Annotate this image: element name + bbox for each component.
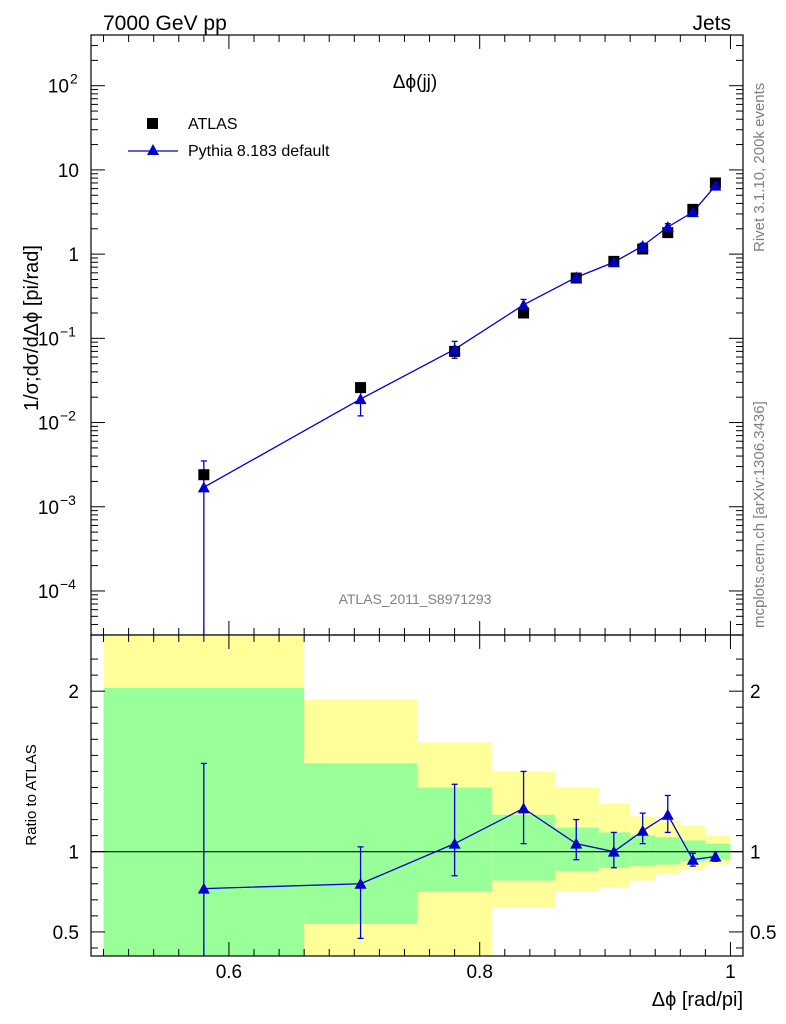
ratio-y-tick-label-left: 0.5 [53, 923, 79, 944]
main-y-tick-label: 10 [38, 329, 59, 350]
pythia-data-point [354, 393, 367, 405]
main-y-axis-label: 1/σ;dσ/dΔϕ [pi/rad] [21, 245, 43, 411]
ratio-y-tick-label-left: 1 [68, 843, 79, 864]
ratio-y-axis-label: Ratio to ATLAS [23, 744, 40, 845]
x-tick-label: 1 [725, 962, 736, 983]
pythia-data-point [570, 271, 583, 283]
ratio-y-tick-label-right: 0.5 [750, 923, 776, 944]
ratio-data-point [607, 845, 620, 857]
main-y-tick-label: 10 [58, 161, 79, 182]
main-y-tick-label: 10 [38, 582, 59, 603]
ratio-data-point [517, 802, 530, 814]
main-y-tick-exponent: −1 [60, 323, 76, 339]
main-y-tick-label: 1 [68, 245, 79, 266]
ratio-data-point [197, 882, 210, 894]
rivet-info-label: Rivet 3.1.10, 200k events [751, 83, 768, 252]
ratio-y-tick-label-right: 1 [750, 843, 761, 864]
ratio-data-point [661, 808, 674, 820]
pythia-data-point [517, 298, 530, 310]
ratio-y-tick-label-right: 2 [750, 682, 761, 703]
ratio-plot-area [91, 635, 743, 956]
x-tick-label: 0.6 [216, 962, 242, 983]
header-right-label: Jets [692, 12, 731, 35]
analysis-label: ATLAS_2011_S8971293 [339, 591, 492, 607]
ratio-y-tick-label-left: 2 [68, 682, 79, 703]
pythia-data-point [448, 343, 461, 355]
x-axis-label: Δϕ [rad/pi] [652, 989, 743, 1011]
atlas-data-point [662, 227, 674, 239]
ratio-data-point [354, 877, 367, 889]
legend-atlas-label: ATLAS [188, 116, 238, 133]
atlas-data-point [355, 382, 367, 394]
ratio-data-point [570, 837, 583, 849]
main-y-tick-exponent: 2 [70, 71, 78, 87]
legend-pythia-marker [147, 144, 159, 155]
legend-atlas-marker [147, 118, 158, 129]
pythia-data-point [686, 206, 699, 218]
mcplots-site-label: mcplots.cern.ch [arXiv:1306.3436] [751, 401, 768, 628]
ratio-data-point [448, 837, 461, 849]
uncertainty-band-green [680, 840, 706, 862]
main-y-tick-label: 10 [38, 498, 59, 519]
atlas-data-point [198, 469, 210, 481]
main-y-tick-label: 10 [38, 414, 59, 435]
atlas-data-point [518, 307, 530, 319]
pythia-data-point [607, 256, 620, 268]
x-tick-label: 0.8 [466, 962, 492, 983]
pythia-data-point [636, 239, 649, 251]
pythia-data-point [661, 220, 674, 232]
ratio-line [203, 807, 716, 890]
main-y-tick-exponent: −4 [60, 576, 76, 592]
ratio-data-point [709, 850, 722, 862]
pythia-data-point [197, 481, 210, 493]
ratio-data-point [636, 824, 649, 836]
ratio-plot-frame [90, 634, 744, 957]
main-y-tick-exponent: −3 [60, 492, 76, 508]
main-plot-title: Δϕ(jj) [393, 72, 437, 93]
legend-pythia-label: Pythia 8.183 default [188, 143, 330, 160]
main-y-tick-label: 10 [48, 77, 69, 98]
legend: ATLAS Pythia 8.183 default [128, 116, 330, 160]
pythia-line [203, 185, 716, 488]
header-left-label: 7000 GeV pp [103, 12, 227, 35]
main-plot-area [91, 34, 743, 636]
uncertainty-band-green [655, 837, 681, 865]
pythia-data-point [709, 179, 722, 191]
main-y-tick-exponent: −2 [60, 408, 76, 424]
ratio-data-point [686, 853, 699, 865]
